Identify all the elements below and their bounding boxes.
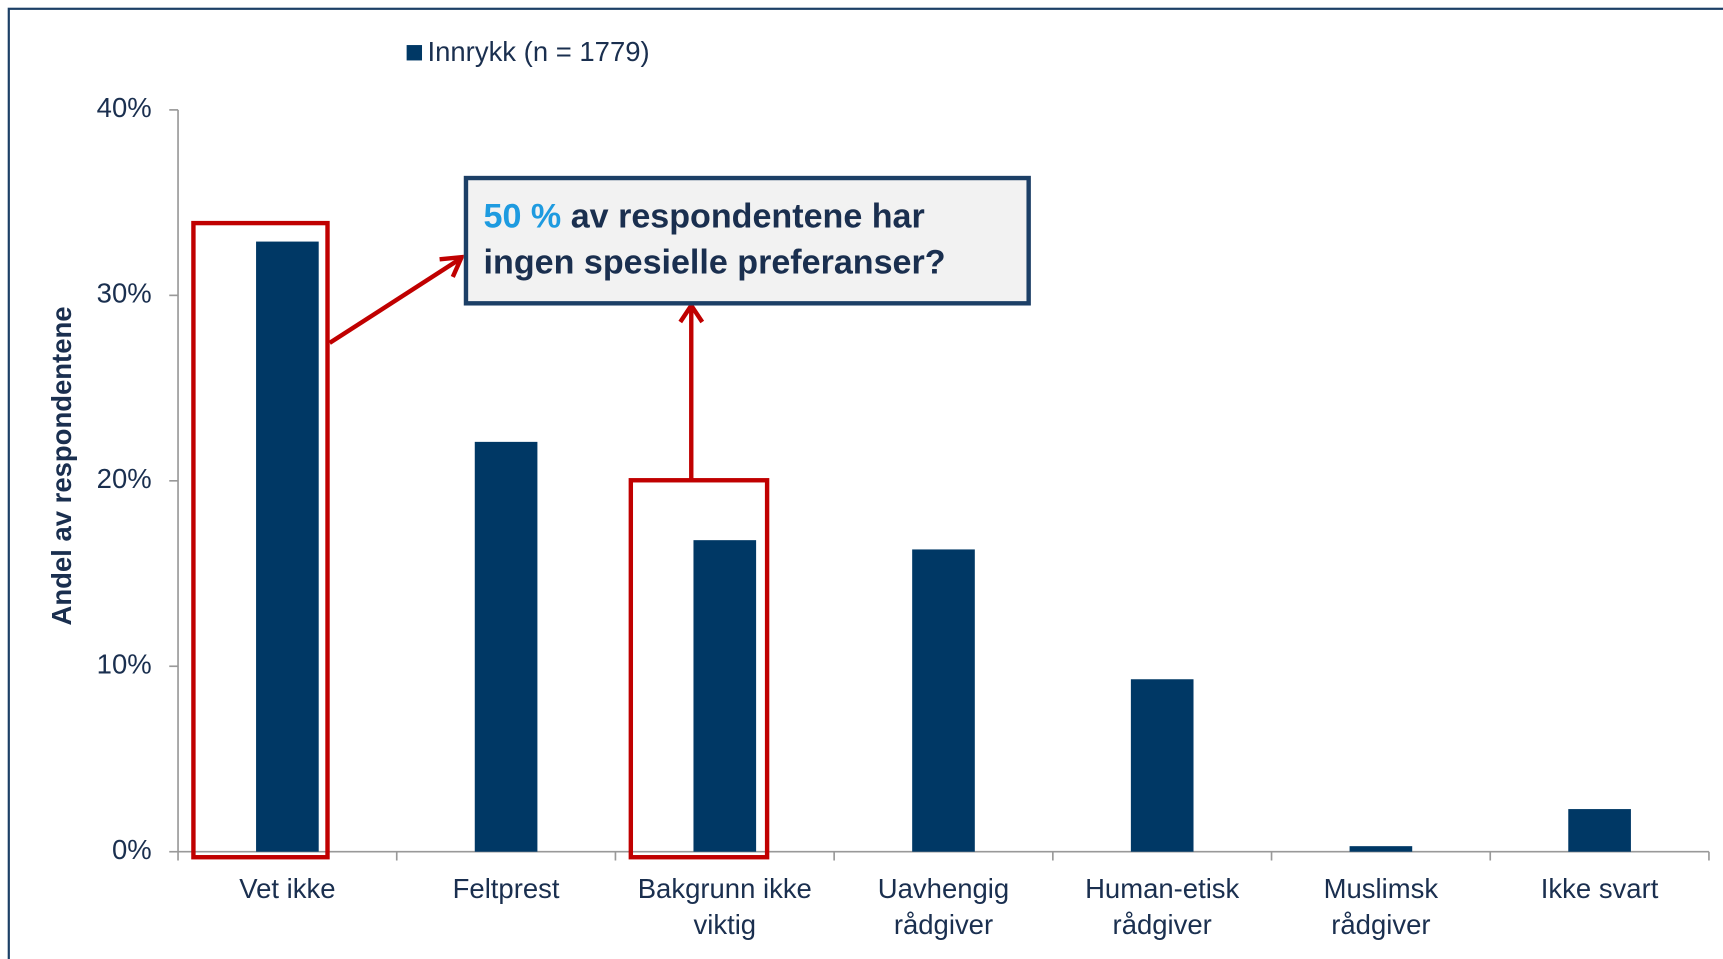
bar xyxy=(912,549,975,852)
x-tick-label: Feltprest xyxy=(452,873,560,905)
legend-swatch xyxy=(406,45,423,61)
y-axis-label: Andel av respondentene xyxy=(46,306,77,625)
annotation: 50 % av respondentene har ingen spesiell… xyxy=(463,175,1031,306)
bar xyxy=(1568,809,1631,852)
y-tick-label: 10% xyxy=(97,649,152,680)
y-tick-label: 30% xyxy=(97,278,152,309)
bar xyxy=(1349,846,1413,852)
bar xyxy=(256,241,319,852)
x-tick-label: Uavhengig rådgiver xyxy=(877,873,1010,941)
bar xyxy=(1130,679,1194,852)
y-tick-label: 20% xyxy=(97,463,152,494)
annotation-text: av respondentene har ingen spesielle pre… xyxy=(483,196,946,282)
marks xyxy=(256,241,1631,852)
annotation-highlight: 50 % xyxy=(483,196,562,236)
y-tick-label: 0% xyxy=(112,834,152,865)
highlight-box xyxy=(628,478,770,860)
legend-label: Innrykk (n = 1779) xyxy=(428,36,650,67)
y-tick-label: 40% xyxy=(97,92,152,123)
arrow xyxy=(328,257,461,345)
x-tick-label: Ikke svart xyxy=(1540,873,1659,905)
x-tick-label: Muslimsk rådgiver xyxy=(1323,873,1439,941)
arrowhead xyxy=(439,254,466,278)
frame xyxy=(7,7,1723,959)
highlight-box xyxy=(191,220,330,860)
bar xyxy=(474,441,538,852)
bar xyxy=(693,540,757,852)
x-tick-label: Human-etisk rådgiver xyxy=(1085,873,1240,941)
x-tick-label: Vet ikke xyxy=(239,873,336,905)
x-tick-label: Bakgrunn ikke viktig xyxy=(637,873,812,941)
